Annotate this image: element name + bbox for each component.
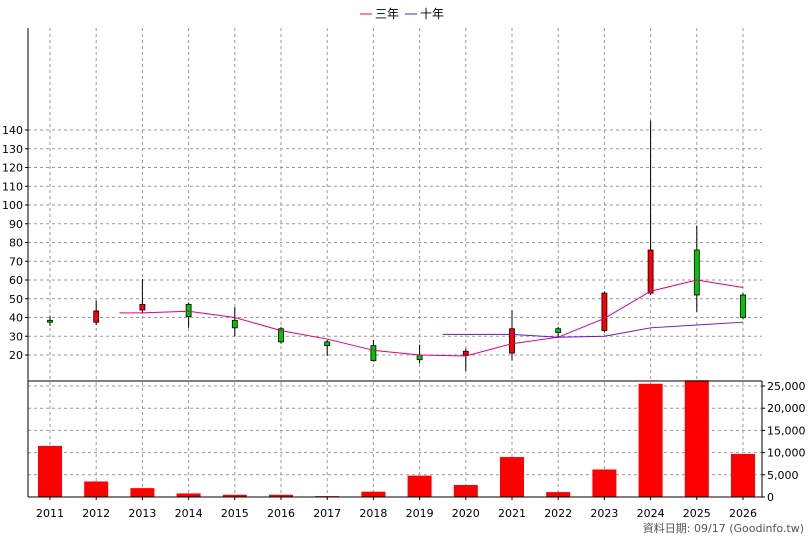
- price-tick-label: 20: [9, 349, 23, 362]
- year-tick-label: 2012: [82, 507, 110, 520]
- volume-bar: [130, 488, 155, 497]
- candle-body: [740, 294, 746, 318]
- series-line-ten-year: [442, 321, 744, 338]
- volume-bar: [407, 475, 432, 497]
- volume-bar: [453, 485, 478, 497]
- candle-body: [416, 354, 423, 361]
- volume-bar: [731, 453, 755, 497]
- candle-body: [601, 292, 608, 332]
- candle-body: [139, 303, 146, 311]
- volume-bar: [361, 491, 386, 497]
- volume-tick-label: 20,000: [767, 402, 806, 415]
- year-tick-label: 2018: [359, 507, 387, 520]
- volume-axis-ticks: 0 5,000 10,000 15,000 20,000 25,000: [762, 380, 806, 504]
- volume-bar: [269, 494, 293, 497]
- candle-body: [370, 345, 377, 362]
- volume-bar: [638, 383, 663, 497]
- year-tick-label: 2024: [637, 507, 665, 520]
- series-line-three-year: [119, 279, 744, 357]
- year-tick-label: 2019: [406, 507, 434, 520]
- year-tick-label: 2013: [128, 507, 156, 520]
- candle-body: [555, 328, 562, 333]
- price-axis-ticks: 20 30 40 50 60 70 80 90 100 110 120 130 140: [2, 124, 28, 362]
- price-tick-label: 140: [2, 124, 23, 137]
- volume-tick-label: 15,000: [767, 424, 806, 437]
- year-axis-ticks: 2011 2012 2013 2014 2015 2016 2017 2018 2019 2020…: [36, 497, 757, 520]
- volume-bar: [38, 445, 62, 497]
- volume-tick-label: 25,000: [767, 380, 806, 393]
- volume-bar: [592, 469, 617, 497]
- candlesticks: [47, 120, 746, 371]
- year-tick-label: 2021: [498, 507, 526, 520]
- volume-bar: [176, 493, 201, 497]
- price-tick-label: 50: [9, 293, 23, 306]
- volume-tick-label: 0: [767, 491, 774, 504]
- price-tick-label: 30: [9, 330, 23, 343]
- moving-average-lines: [119, 279, 744, 357]
- price-tick-label: 130: [2, 143, 23, 156]
- year-tick-label: 2014: [175, 507, 203, 520]
- year-tick-label: 2023: [590, 507, 618, 520]
- volume-tick-label: 5,000: [767, 469, 799, 482]
- volume-bar: [84, 481, 109, 497]
- price-tick-label: 60: [9, 274, 23, 287]
- year-tick-label: 2026: [729, 507, 757, 520]
- year-tick-label: 2025: [683, 507, 711, 520]
- volume-bar: [684, 380, 709, 497]
- volume-tick-label: 10,000: [767, 447, 806, 460]
- price-tick-label: 40: [9, 312, 23, 325]
- candle-body: [185, 303, 192, 317]
- candle-body: [324, 341, 331, 347]
- candle-body: [509, 328, 515, 354]
- candle-body: [47, 319, 53, 323]
- candle-body: [93, 310, 100, 323]
- candle-body: [693, 249, 700, 296]
- legend: 三年 十年: [360, 7, 444, 21]
- volume-bar: [500, 457, 524, 497]
- year-tick-label: 2016: [267, 507, 295, 520]
- price-tick-label: 120: [2, 162, 23, 175]
- year-tick-label: 2020: [452, 507, 480, 520]
- volume-bar: [546, 492, 571, 497]
- price-tick-label: 100: [2, 199, 23, 212]
- legend-label: 三年: [375, 7, 399, 21]
- price-tick-label: 90: [9, 218, 23, 231]
- volume-bars: [38, 380, 755, 497]
- price-tick-label: 70: [9, 255, 23, 268]
- axes: [27, 28, 763, 498]
- volume-bar: [222, 494, 247, 497]
- grid-lines: [28, 28, 762, 497]
- candle-body: [647, 249, 654, 294]
- source-date-label: 資料日期: 09/17 (Goodinfo.tw): [643, 521, 804, 535]
- price-tick-label: 110: [2, 180, 23, 193]
- year-tick-label: 2022: [544, 507, 572, 520]
- candle-body: [462, 350, 469, 356]
- candle-body: [278, 328, 284, 343]
- year-tick-label: 2015: [221, 507, 249, 520]
- year-tick-label: 2017: [313, 507, 341, 520]
- legend-label: 十年: [420, 7, 444, 21]
- price-tick-label: 80: [9, 237, 23, 250]
- year-tick-label: 2011: [36, 507, 64, 520]
- candle-body: [231, 319, 238, 329]
